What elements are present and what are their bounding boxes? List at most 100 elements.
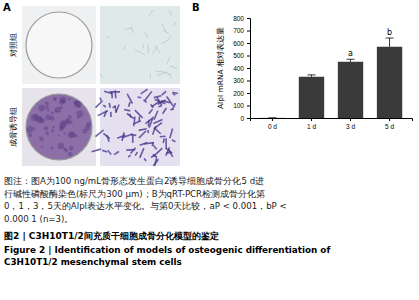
stain bbox=[51, 147, 54, 150]
caption-line: 0.000 1 (n=3)。 bbox=[4, 214, 73, 224]
caption-line: 图注：图A为100 ng/mL骨形态发生蛋白2诱导细胞成骨分化5 d进 bbox=[4, 176, 264, 186]
axis-line bbox=[247, 19, 251, 119]
plot-area bbox=[260, 38, 402, 118]
stain bbox=[53, 98, 55, 100]
cell bbox=[95, 101, 102, 108]
tick-mark bbox=[272, 118, 273, 121]
tick-mark bbox=[247, 18, 250, 19]
stain bbox=[45, 102, 49, 106]
cell bbox=[131, 148, 136, 154]
tick: 100 bbox=[233, 102, 250, 109]
stain bbox=[59, 126, 64, 131]
cell bbox=[166, 148, 172, 153]
stain bbox=[45, 106, 49, 110]
dish bbox=[26, 12, 92, 78]
error-bar bbox=[307, 75, 315, 77]
tick-label: 1 d bbox=[307, 123, 316, 130]
cell bbox=[151, 102, 159, 107]
stain bbox=[53, 97, 57, 101]
stain bbox=[58, 143, 64, 149]
tick: 3 d bbox=[346, 118, 355, 130]
tick-mark bbox=[247, 93, 250, 94]
stain bbox=[26, 126, 33, 133]
stain bbox=[68, 98, 71, 101]
cell bbox=[167, 97, 173, 106]
bar bbox=[377, 47, 402, 118]
tick-label: 700 bbox=[233, 27, 244, 34]
cell bbox=[145, 32, 148, 38]
cell bbox=[145, 91, 152, 100]
cell bbox=[149, 109, 153, 114]
error-bar bbox=[347, 59, 355, 62]
cell bbox=[155, 45, 160, 53]
stain bbox=[77, 116, 80, 119]
cell bbox=[158, 106, 161, 107]
tick-label: 800 bbox=[233, 15, 244, 22]
stain bbox=[52, 126, 55, 129]
stain bbox=[74, 134, 78, 138]
cell bbox=[149, 10, 153, 16]
y-axis-title: Alpl mRNA 相对表达量 bbox=[216, 27, 225, 109]
tick-label: 600 bbox=[233, 40, 244, 47]
cell bbox=[154, 96, 161, 98]
stain bbox=[68, 115, 72, 119]
tick-mark bbox=[247, 43, 250, 44]
cell bbox=[157, 72, 167, 76]
stain bbox=[77, 110, 84, 117]
cell bbox=[144, 158, 146, 161]
row-label: 成骨诱导组 bbox=[9, 107, 18, 147]
cell bbox=[107, 135, 109, 142]
cell bbox=[169, 10, 172, 16]
tick: 800 bbox=[233, 15, 250, 22]
cell bbox=[130, 114, 131, 118]
panel-label: B bbox=[192, 2, 200, 13]
micrograph bbox=[100, 6, 180, 84]
stain bbox=[58, 134, 60, 136]
cell bbox=[108, 103, 111, 108]
cell bbox=[168, 35, 171, 39]
tick-mark bbox=[247, 68, 250, 69]
cell bbox=[114, 151, 119, 154]
axis-line bbox=[251, 119, 413, 122]
cell bbox=[135, 152, 137, 155]
cell bbox=[147, 120, 150, 126]
cell bbox=[153, 126, 156, 135]
annotation: b bbox=[387, 28, 392, 37]
cell bbox=[139, 131, 146, 138]
cell bbox=[95, 130, 103, 137]
cell bbox=[134, 117, 135, 127]
cell bbox=[148, 44, 149, 53]
cell bbox=[108, 150, 112, 154]
stain bbox=[41, 146, 43, 148]
cell bbox=[154, 148, 163, 156]
caption-title: 图2 | C3H10T1/2间充质干细胞成骨分化模型的鉴定 bbox=[4, 231, 219, 241]
cell bbox=[106, 36, 109, 38]
cell bbox=[110, 112, 112, 117]
caption-line: 0，1，3，5天的Alpl表达水平变化。与第0天比较，aP < 0.001，bP… bbox=[4, 201, 287, 211]
cell bbox=[155, 157, 157, 165]
cell bbox=[149, 117, 153, 128]
cell bbox=[167, 57, 171, 64]
cell bbox=[172, 140, 175, 142]
stain bbox=[68, 152, 73, 157]
tick-mark bbox=[247, 56, 250, 57]
cell bbox=[170, 129, 173, 139]
tick: 500 bbox=[233, 52, 250, 59]
stain bbox=[45, 131, 49, 135]
stain bbox=[82, 129, 87, 134]
cell bbox=[124, 109, 130, 110]
cell bbox=[131, 134, 137, 137]
cell bbox=[143, 44, 144, 49]
tick: 300 bbox=[233, 77, 250, 84]
cell bbox=[170, 109, 173, 111]
tick-label: 200 bbox=[233, 90, 244, 97]
tick-mark bbox=[350, 118, 351, 121]
cell bbox=[139, 129, 147, 131]
tick-label: 3 d bbox=[346, 123, 355, 130]
tick-mark bbox=[247, 106, 250, 107]
figure: A对照组成骨诱导组Bab01002003004005006007008000 d… bbox=[0, 0, 419, 300]
stain bbox=[44, 126, 48, 130]
stain bbox=[70, 121, 73, 124]
error-bar bbox=[386, 38, 394, 47]
cell bbox=[151, 104, 154, 107]
